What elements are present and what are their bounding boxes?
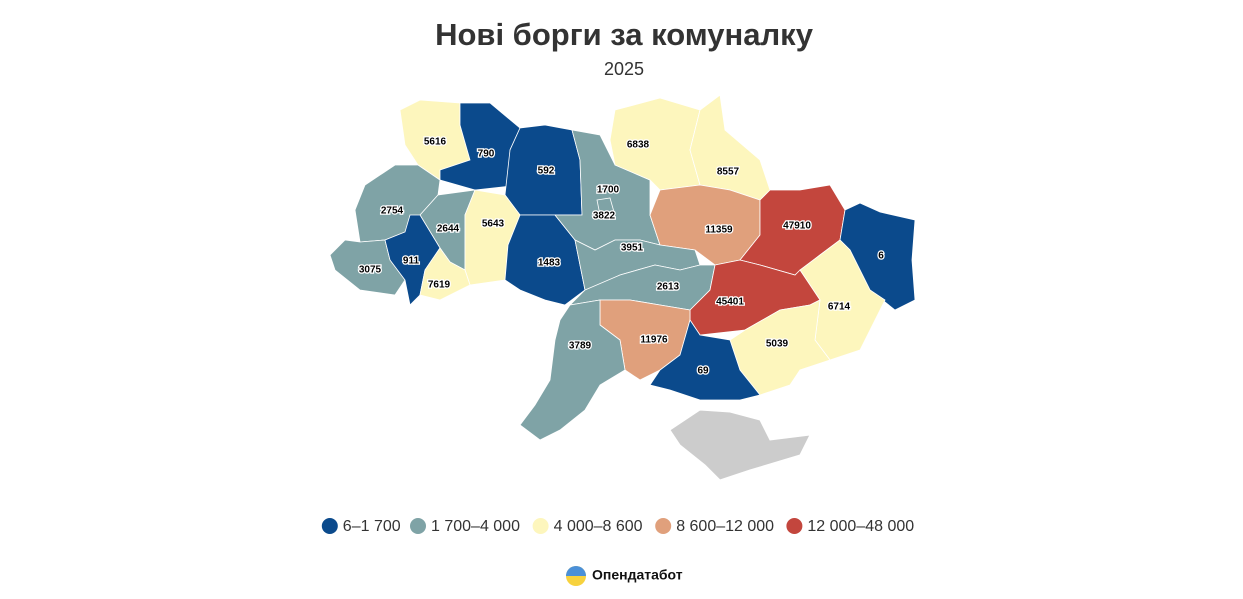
legend-label: 8 600–12 000: [676, 518, 774, 535]
region-value: 5643: [482, 219, 505, 230]
map: 5616 790 592 2754 2644 5643 3075 911 7619 1483 382…: [329, 94, 916, 481]
crimea: [669, 409, 811, 481]
region-value: 5616: [424, 137, 447, 148]
region-value: 69: [697, 366, 709, 377]
region-value: 1483: [538, 258, 561, 269]
region: [419, 247, 471, 301]
legend-swatch: [410, 518, 426, 534]
title: Нові борги за комуналку: [435, 17, 814, 52]
region-value: 2613: [657, 282, 680, 293]
subtitle: 2025: [604, 59, 644, 79]
region-value: 2754: [381, 206, 404, 217]
region-value: 911: [403, 256, 420, 267]
region-value: 6: [878, 251, 884, 262]
region-value: 592: [538, 166, 555, 177]
region-value: 11976: [640, 335, 668, 346]
logo-icon-top: [566, 566, 586, 576]
region-value: 3789: [569, 341, 592, 352]
region: [329, 239, 406, 296]
region: [649, 319, 761, 401]
region-value: 5039: [766, 339, 789, 350]
region: [596, 197, 615, 216]
legend-label: 1 700–4 000: [431, 518, 520, 535]
legend: 6–1 700 1 700–4 000 4 000–8 600 8 600–12 00…: [321, 518, 914, 535]
region-value: 6838: [627, 140, 650, 151]
region-value: 8557: [717, 167, 740, 178]
brand-name: Опендатабот: [592, 567, 683, 583]
region-value: 45401: [716, 297, 744, 308]
region-value: 2644: [437, 224, 460, 235]
legend-label: 4 000–8 600: [554, 518, 643, 535]
region: [519, 299, 626, 441]
region-value: 3075: [359, 265, 382, 276]
region-value: 3822: [593, 211, 616, 222]
region-value: 3951: [621, 243, 644, 254]
region-value: 47910: [783, 221, 811, 232]
legend-label: 6–1 700: [343, 518, 401, 535]
legend-swatch: [655, 518, 672, 534]
region-value: 790: [478, 149, 495, 160]
brand-logo: Опендатабот: [566, 566, 683, 586]
region-value: 11359: [705, 225, 733, 236]
legend-swatch: [532, 518, 549, 534]
legend-swatch: [786, 518, 803, 534]
legend-swatch: [321, 518, 338, 534]
region-value: 6714: [828, 302, 851, 313]
region: [689, 94, 771, 201]
legend-label: 12 000–48 000: [807, 518, 914, 535]
region-value: 7619: [428, 280, 451, 291]
region-value: 1700: [597, 185, 620, 196]
